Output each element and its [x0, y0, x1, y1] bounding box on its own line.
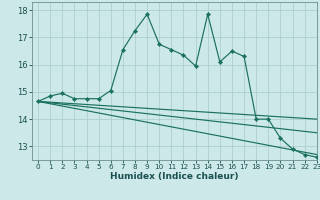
X-axis label: Humidex (Indice chaleur): Humidex (Indice chaleur): [110, 172, 239, 181]
